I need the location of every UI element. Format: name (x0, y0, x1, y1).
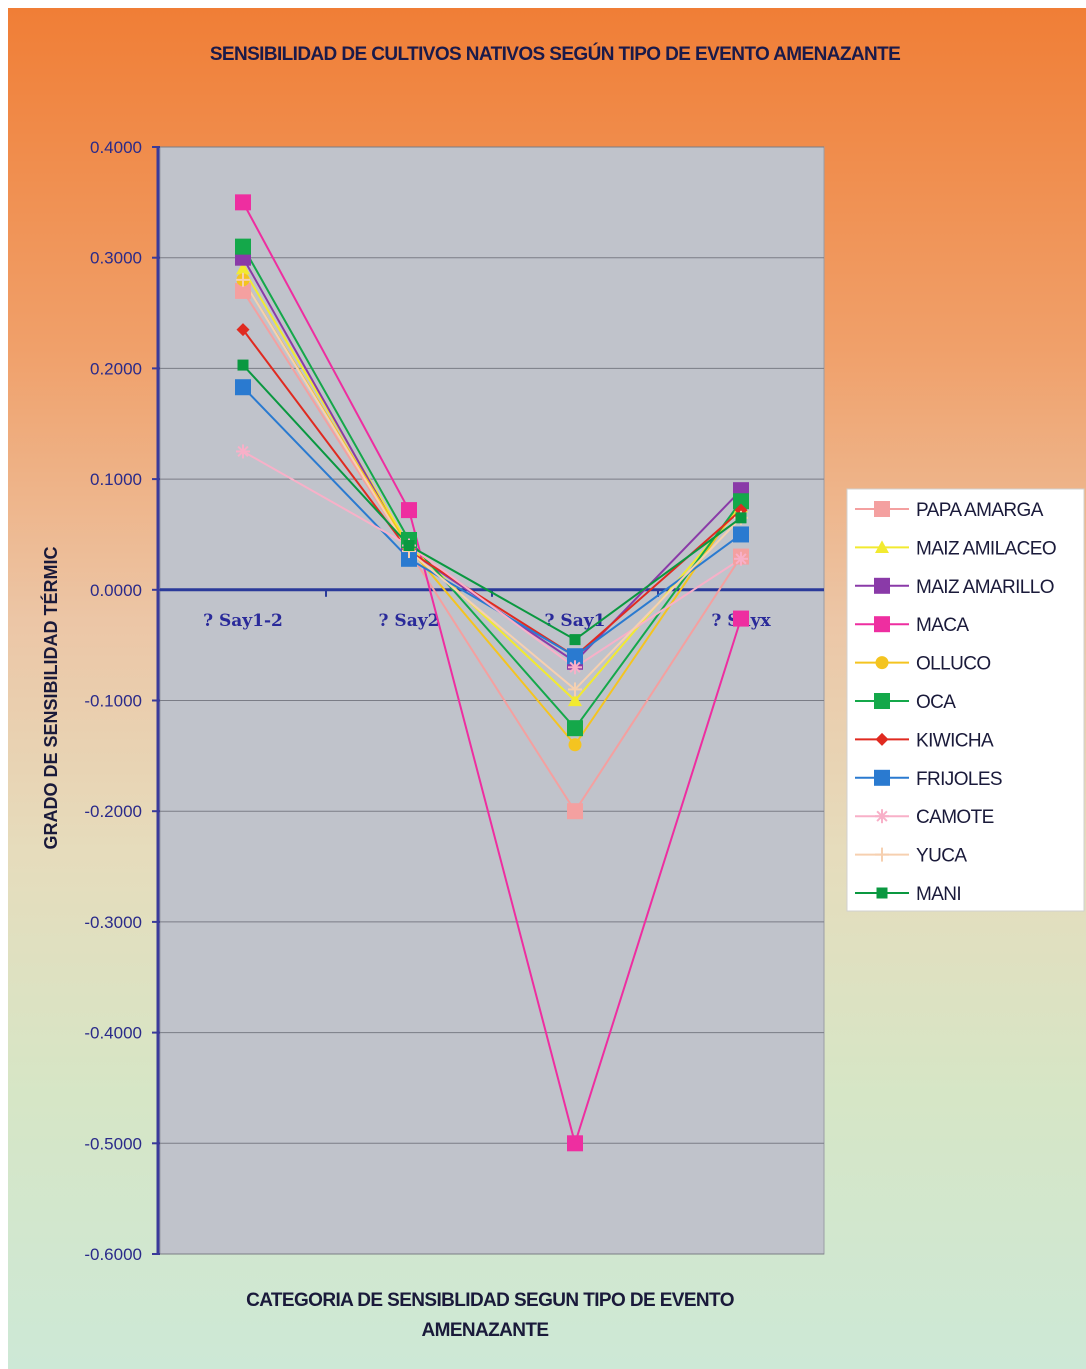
series-line-camote (242, 450, 742, 669)
marker-square (874, 769, 890, 786)
legend-label: MACA (916, 615, 969, 636)
series-line-yuca (242, 279, 742, 691)
y-tick-label: 0.4000 (90, 138, 142, 157)
marker-square (733, 493, 749, 510)
gridlines (160, 146, 824, 1255)
series-markers (235, 194, 749, 1152)
marker-square (567, 648, 583, 665)
series-points-yuca (236, 272, 748, 697)
marker-triangle (875, 540, 889, 553)
marker-plus (236, 272, 250, 287)
marker-circle (568, 738, 582, 752)
marker-square (733, 526, 749, 543)
legend-item-kiwicha: KIWICHA (855, 730, 995, 751)
marker-square (235, 379, 251, 396)
legend-item-mani: MANI (855, 884, 962, 905)
legend-items: PAPA AMARGA MAIZ AMILACEO MAIZ AMARILLO MAC… (855, 500, 1057, 905)
legend-item-papa-amarga: PAPA AMARGA (855, 500, 1044, 521)
marker-square (569, 634, 581, 646)
marker-square (403, 540, 415, 552)
marker-square (735, 512, 747, 524)
marker-square (401, 502, 417, 519)
marker-square (874, 501, 890, 517)
legend-label: YUCA (916, 846, 967, 867)
legend-item-frijoles: FRIJOLES (855, 769, 1003, 790)
marker-square (874, 577, 890, 594)
marker-square (567, 803, 583, 820)
y-tick-label: -0.4000 (84, 1024, 142, 1043)
y-axis: 0.4000 0.3000 0.2000 0.1000 0.0000 -0.1000 -0.… (84, 138, 160, 1264)
series-line-papa-amarga (242, 290, 742, 814)
legend-label: MAIZ AMARILLO (916, 577, 1054, 598)
marker-square (235, 282, 251, 299)
marker-asterisk (875, 809, 889, 824)
marker-square (567, 1135, 583, 1152)
marker-asterisk (734, 551, 748, 566)
x-tick-label: ? Say1 (545, 611, 606, 631)
y-tick-label: -0.6000 (84, 1245, 142, 1264)
marker-diamond (236, 323, 250, 337)
y-tick-label: -0.1000 (84, 692, 142, 711)
marker-square (876, 887, 888, 899)
marker-square (401, 550, 417, 567)
legend-item-maiz-amilaceo: MAIZ AMILACEO (855, 538, 1057, 559)
legend-item-oca: OCA (855, 692, 957, 713)
series-line-oca (242, 246, 742, 730)
legend-label: PAPA AMARGA (916, 500, 1044, 521)
marker-square (733, 610, 749, 627)
y-tick-label: -0.5000 (84, 1134, 142, 1153)
y-tick-label: -0.3000 (84, 913, 142, 932)
marker-square (567, 720, 583, 737)
legend-label: FRIJOLES (916, 769, 1002, 790)
marker-plus (568, 682, 582, 697)
series-points-frijoles (235, 379, 749, 665)
marker-square (235, 194, 251, 211)
marker-square (235, 238, 251, 255)
x-axis-label-line1: CATEGORIA DE SENSIBLIDAD SEGUN TIPO DE E… (246, 1290, 734, 1311)
legend-label: OCA (916, 692, 956, 713)
legend-item-maca: MACA (855, 615, 970, 636)
marker-square (874, 693, 890, 709)
y-tick-label: -0.2000 (84, 802, 142, 821)
series-line-mani (242, 364, 742, 641)
y-tick-label: 0.1000 (90, 470, 142, 489)
series-lines (242, 201, 742, 1147)
marker-plus (875, 847, 889, 862)
legend-item-olluco: OLLUCO (855, 654, 991, 675)
y-tick-label: 0.2000 (90, 359, 142, 378)
marker-circle (875, 656, 889, 670)
y-axis-label: GRADO DE SENSIBILIDAD TÉRMIC (40, 546, 61, 849)
x-axis: ? Say1-2? Say2? Say1? Sayx (160, 588, 824, 631)
marker-asterisk (568, 660, 582, 675)
series-line-kiwicha (242, 329, 742, 658)
x-tick-label: ? Say1-2 (203, 611, 283, 631)
marker-triangle (568, 693, 582, 707)
y-tick-label: 0.3000 (90, 249, 142, 268)
legend-label: MANI (916, 884, 961, 905)
series-points-maca (235, 194, 749, 1152)
legend-label: OLLUCO (916, 654, 991, 675)
marker-square (874, 616, 890, 633)
legend-item-maiz-amarillo: MAIZ AMARILLO (855, 577, 1055, 598)
legend-label: CAMOTE (916, 807, 994, 828)
marker-diamond (875, 732, 889, 746)
legend-item-yuca: YUCA (855, 846, 968, 867)
y-tick-label: 0.0000 (90, 581, 142, 600)
x-tick-label: ? Say2 (379, 611, 440, 631)
legend-item-camote: CAMOTE (855, 807, 994, 828)
series-points-mani (237, 359, 747, 646)
series-line-maca (242, 201, 742, 1147)
chart-title: SENSIBILIDAD DE CULTIVOS NATIVOS SEGÚN T… (210, 43, 900, 65)
marker-triangle (236, 261, 250, 275)
x-axis-label-line2: AMENAZANTE (422, 1320, 549, 1341)
legend-label: KIWICHA (916, 730, 994, 751)
legend-label: MAIZ AMILACEO (916, 538, 1056, 559)
marker-square (237, 359, 249, 371)
marker-asterisk (236, 444, 250, 459)
